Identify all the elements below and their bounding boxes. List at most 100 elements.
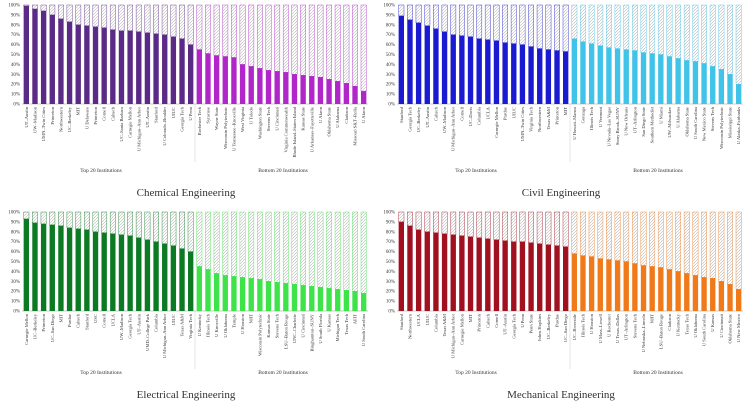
bar-remainder xyxy=(213,4,220,56)
category-label: U South Carolina xyxy=(702,314,707,346)
category-label: U Colorado–Boulder xyxy=(162,107,167,146)
y-tick-label: 30% xyxy=(11,280,20,285)
category-label: AFIT xyxy=(353,314,358,324)
bar-remainder xyxy=(66,211,73,229)
bar-remainder xyxy=(614,211,621,261)
bar-remainder xyxy=(256,4,263,69)
y-tick-label: 40% xyxy=(11,270,20,275)
bar-remainder xyxy=(343,4,350,84)
bar-remainder xyxy=(398,211,405,223)
bar xyxy=(692,275,699,311)
bar xyxy=(32,222,38,311)
category-label: UIUC xyxy=(171,107,176,118)
category-label: Binghamton–SUNY xyxy=(309,313,314,351)
category-label: U Kansas xyxy=(327,314,332,332)
category-label: Stevens Tech xyxy=(266,106,271,131)
y-tick-label: 100% xyxy=(8,211,20,216)
category-label: UT–Arlington xyxy=(624,313,629,340)
y-tick-label: 0% xyxy=(388,103,395,108)
bar xyxy=(231,276,237,311)
bar-remainder xyxy=(666,4,673,57)
category-label: West Virginia xyxy=(240,107,245,132)
category-label: Stevens Tech xyxy=(710,106,715,131)
bar xyxy=(398,15,405,105)
bar xyxy=(476,38,482,104)
category-label: Stanford xyxy=(154,106,159,123)
bar-remainder xyxy=(424,4,431,26)
bar-remainder xyxy=(545,4,552,50)
bar-remainder xyxy=(274,4,281,72)
bar-remainder xyxy=(231,4,237,58)
bar-remainder xyxy=(536,4,543,49)
bar-remainder xyxy=(571,4,578,39)
category-label: Kansas State xyxy=(301,107,306,131)
bar xyxy=(170,245,177,311)
category-label: Southern Methodist xyxy=(650,106,655,143)
category-label: Clarkson xyxy=(667,313,672,330)
category-label: Rochester Tech xyxy=(197,106,202,135)
category-label: U Mass–Lowell xyxy=(598,313,603,343)
bar xyxy=(415,22,422,104)
bar-remainder xyxy=(291,211,298,285)
bar xyxy=(485,238,491,311)
bar-remainder xyxy=(101,4,108,28)
bar xyxy=(300,285,306,311)
bar-remainder xyxy=(274,211,281,283)
bar-remainder xyxy=(657,211,664,268)
y-tick-label: 50% xyxy=(386,53,395,58)
category-label: LSU–Baton Rouge xyxy=(658,314,663,349)
bar-remainder xyxy=(709,211,716,279)
category-label: Purdue xyxy=(555,314,560,327)
bar xyxy=(614,48,621,104)
bar-remainder xyxy=(135,211,142,238)
category-label: Stevens Tech xyxy=(275,313,280,338)
bar xyxy=(562,51,569,104)
category-label: Purdue xyxy=(503,107,508,120)
category-label: Georgia Tech xyxy=(128,313,133,338)
bar-remainder xyxy=(23,211,30,220)
category-label: Cornell xyxy=(459,106,464,121)
bar-remainder xyxy=(248,4,255,67)
category-label: Kansas State xyxy=(266,314,271,338)
bar xyxy=(485,39,491,104)
bar-remainder xyxy=(32,211,38,224)
bar-remainder xyxy=(282,4,289,73)
bar xyxy=(493,239,500,311)
bar xyxy=(153,241,159,311)
bar-remainder xyxy=(32,4,38,10)
category-label: Cornell xyxy=(102,313,107,328)
bar xyxy=(459,235,465,311)
bar xyxy=(153,33,159,104)
y-tick-label: 50% xyxy=(11,53,20,58)
bar-remainder xyxy=(623,211,630,262)
bar xyxy=(213,55,220,104)
group-label-top: Top 20 Institutions xyxy=(80,370,121,376)
category-label: U Texas–Dallas xyxy=(615,314,620,343)
category-label: U Tennessee–Knoxville xyxy=(231,107,236,151)
category-label: U Cincinnati xyxy=(275,106,280,130)
bar-remainder xyxy=(545,211,552,245)
bar xyxy=(597,258,603,311)
y-tick-label: 80% xyxy=(386,230,395,235)
bar xyxy=(571,253,578,311)
bar-remainder xyxy=(631,4,638,51)
bar-remainder xyxy=(66,4,73,23)
bar xyxy=(623,49,629,104)
category-label: Virginia Tech xyxy=(188,313,193,339)
category-label: UC–Davis xyxy=(468,107,473,127)
bar-remainder xyxy=(735,4,742,85)
bar-remainder xyxy=(701,4,707,64)
bar xyxy=(66,21,73,104)
bar xyxy=(326,288,332,311)
bar xyxy=(58,225,64,311)
bar xyxy=(239,64,246,104)
bar xyxy=(300,75,306,104)
bar-remainder xyxy=(239,4,246,65)
bar-remainder xyxy=(109,211,116,234)
bar xyxy=(537,243,543,311)
category-label: U Nevada–Las Vegas xyxy=(606,107,611,147)
category-label: Michigan Tech xyxy=(335,313,340,341)
bar xyxy=(666,269,673,311)
y-tick-label: 20% xyxy=(11,290,20,295)
bar-remainder xyxy=(571,211,578,254)
